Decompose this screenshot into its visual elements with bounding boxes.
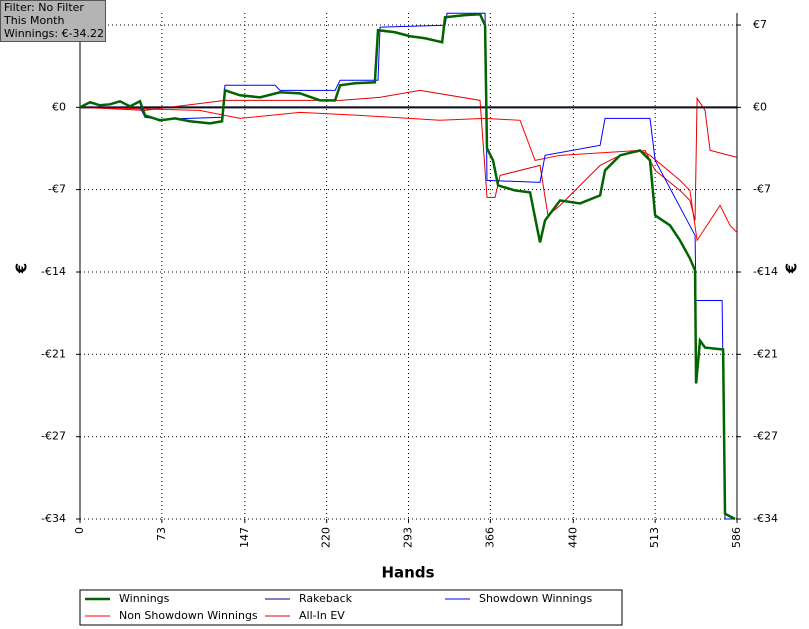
y-tick-label: -€14 [41, 265, 66, 278]
legend-label: Non Showdown Winnings [119, 609, 258, 622]
y2-tick-label: -€14 [753, 265, 778, 278]
y2-tick-label: €0 [753, 100, 767, 113]
x-tick-label: 220 [320, 527, 333, 548]
y-tick-label: -€34 [41, 512, 66, 525]
y2-tick-label: -€21 [753, 347, 778, 360]
y-tick-label: -€21 [41, 347, 66, 360]
y2-axis-title: € [783, 263, 801, 274]
info-box [0, 0, 106, 42]
y-tick-label: -€7 [48, 183, 66, 196]
y-tick-label: -€27 [41, 430, 66, 443]
y2-tick-label: €7 [753, 18, 767, 31]
info-text: Filter: No Filter [4, 1, 84, 14]
legend-label: Showdown Winnings [479, 592, 593, 605]
x-tick-label: 366 [483, 527, 496, 548]
x-axis-title: Hands [381, 564, 434, 582]
info-text: This Month [3, 14, 64, 27]
x-tick-label: 293 [402, 527, 415, 548]
legend-label: All-In EV [299, 609, 345, 622]
y2-tick-label: -€27 [753, 430, 778, 443]
y2-tick-label: -€34 [753, 512, 778, 525]
y-tick-label: €0 [52, 100, 66, 113]
x-tick-label: 73 [155, 527, 168, 541]
legend-label: Winnings [119, 592, 170, 605]
info-text: Winnings: €-34.22 [4, 27, 104, 40]
series-line [79, 12, 736, 521]
x-tick-label: 586 [730, 527, 743, 548]
y-axis-title: € [13, 263, 31, 274]
x-tick-label: 0 [73, 527, 86, 534]
y2-tick-label: -€7 [753, 183, 771, 196]
legend-label: Rakeback [299, 592, 353, 605]
x-tick-label: 513 [648, 527, 661, 548]
series-line [79, 106, 738, 242]
x-tick-label: 147 [238, 527, 251, 548]
x-tick-label: 440 [566, 527, 579, 548]
legend-box [79, 589, 623, 626]
